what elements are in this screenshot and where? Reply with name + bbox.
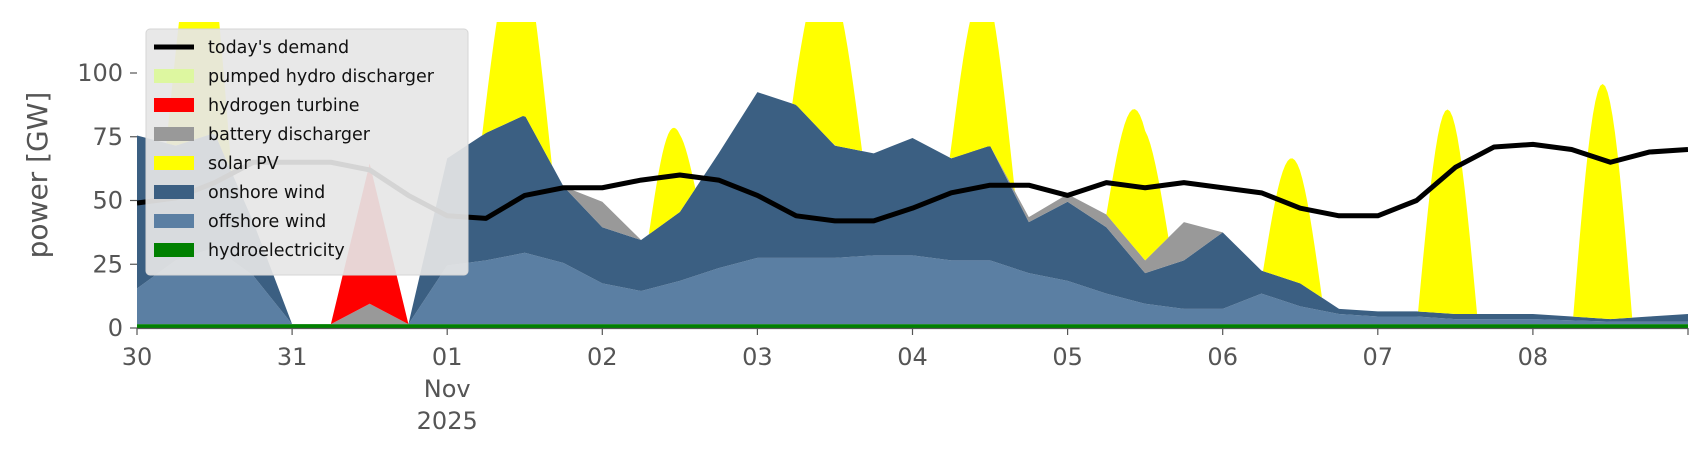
- legend-box: [145, 28, 469, 276]
- legend-label: battery discharger: [208, 125, 371, 145]
- x-tick-label: 07: [1363, 343, 1394, 371]
- solar-peak-4: [949, 22, 1015, 192]
- x-tick-label: 03: [742, 343, 773, 371]
- y-tick-label: 100: [77, 59, 123, 87]
- y-tick-label: 25: [92, 250, 123, 278]
- legend-label: today's demand: [208, 38, 349, 58]
- x-tick-label: 05: [1052, 343, 1083, 371]
- axes: power [GW] 0 25 50 75 100 30 31 01 Nov 2025 02 03 04…: [21, 59, 1689, 435]
- legend-swatch: [154, 127, 194, 141]
- x-tick-label: 02: [587, 343, 618, 371]
- solar-peak-7: [1418, 109, 1478, 314]
- solar-peak-2: [648, 127, 696, 235]
- y-axis-label: power [GW]: [21, 92, 54, 259]
- legend-swatch: [154, 156, 194, 170]
- y-tick-label: 0: [108, 314, 123, 342]
- x-tick-label: 06: [1207, 343, 1238, 371]
- y-tick-label: 50: [92, 187, 123, 215]
- solar-peak-1: [482, 22, 552, 166]
- x-tick-label: 08: [1518, 343, 1549, 371]
- plot-area: [137, 22, 1688, 328]
- x-tick-label: 01: [432, 343, 463, 371]
- legend-swatch: [154, 69, 194, 83]
- x-tick-label: 30: [122, 343, 153, 371]
- legend-label: offshore wind: [208, 212, 326, 232]
- x-tick-label: Nov: [424, 375, 471, 403]
- legend-label: solar PV: [208, 154, 279, 174]
- solar-peak-8: [1573, 83, 1633, 320]
- legend-swatch: [154, 243, 194, 257]
- legend-label: onshore wind: [208, 183, 325, 203]
- solar-peak-6: [1263, 158, 1322, 298]
- legend-label: hydrogen turbine: [208, 96, 360, 116]
- legend-swatch: [154, 214, 194, 228]
- x-tick-label: 31: [277, 343, 308, 371]
- x-tick-label: 2025: [417, 407, 478, 435]
- legend-swatch: [154, 185, 194, 199]
- legend-swatch: [154, 98, 194, 112]
- legend-label: hydroelectricity: [208, 241, 345, 261]
- y-tick-label: 75: [92, 123, 123, 151]
- solar-peak-3: [792, 22, 863, 152]
- x-tick-label: 04: [897, 343, 928, 371]
- legend-label: pumped hydro discharger: [208, 67, 435, 87]
- area-offshore-wind: [137, 247, 1688, 325]
- legend: today's demand pumped hydro discharger hyd…: [145, 28, 469, 276]
- area-hydroelectricity: [137, 324, 1688, 328]
